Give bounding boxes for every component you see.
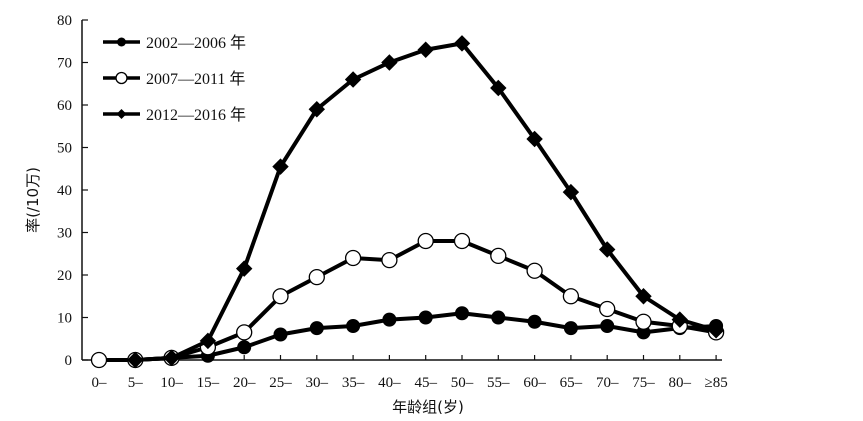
x-tick-label: 30– bbox=[306, 375, 329, 391]
data-point bbox=[526, 130, 543, 148]
x-tick-label: 45– bbox=[414, 375, 437, 391]
data-point bbox=[635, 288, 652, 305]
y-tick-label: 50 bbox=[57, 141, 72, 157]
data-point bbox=[237, 340, 252, 355]
data-point bbox=[381, 251, 398, 269]
data-point bbox=[491, 310, 506, 325]
data-point bbox=[236, 324, 253, 341]
data-point bbox=[562, 183, 580, 201]
legend-label: 2002—2006 年 bbox=[146, 34, 246, 52]
data-point bbox=[308, 101, 326, 118]
legend-label: 2012—2016 年 bbox=[146, 106, 246, 124]
data-point bbox=[346, 319, 361, 333]
data-point bbox=[671, 311, 689, 328]
y-tick-label: 60 bbox=[57, 98, 72, 114]
x-tick-label: 75– bbox=[632, 375, 655, 391]
data-point bbox=[490, 247, 507, 265]
x-tick-label: 40– bbox=[378, 375, 401, 391]
data-point bbox=[490, 79, 507, 97]
y-tick-label: 40 bbox=[57, 183, 72, 199]
x-tick-label: 50– bbox=[451, 375, 474, 391]
x-tick-label: 15– bbox=[197, 375, 220, 391]
series-line bbox=[99, 239, 717, 362]
data-point bbox=[199, 332, 217, 350]
legend-marker bbox=[115, 71, 128, 85]
y-tick-label: 80 bbox=[57, 13, 72, 29]
legend-item-2: 2007—2011 年 bbox=[103, 70, 245, 88]
series-3 bbox=[127, 35, 725, 369]
y-tick-label: 10 bbox=[57, 311, 72, 327]
data-point bbox=[417, 232, 434, 250]
y-tick-label: 20 bbox=[57, 268, 72, 284]
y-tick-label: 0 bbox=[65, 353, 73, 369]
x-tick-label: 70– bbox=[596, 375, 619, 391]
data-point bbox=[272, 288, 289, 305]
data-point bbox=[381, 54, 398, 71]
x-tick-label: 65– bbox=[560, 375, 583, 391]
data-point bbox=[707, 322, 725, 339]
data-point bbox=[163, 349, 180, 367]
data-point bbox=[527, 314, 542, 329]
data-point bbox=[599, 300, 616, 318]
y-axis-title: 率(/10万) bbox=[24, 167, 42, 233]
x-tick-label: 20– bbox=[233, 375, 256, 391]
data-point bbox=[598, 241, 616, 258]
data-point bbox=[235, 260, 253, 277]
x-tick-label: 80– bbox=[669, 375, 692, 391]
x-tick-label: 55– bbox=[487, 375, 510, 391]
data-point bbox=[563, 321, 578, 336]
data-point bbox=[344, 71, 362, 88]
x-tick-label: 10– bbox=[160, 375, 183, 391]
legend-marker bbox=[117, 37, 126, 47]
data-point bbox=[453, 232, 471, 250]
legend-item-1: 2002—2006 年 bbox=[103, 34, 246, 52]
data-point bbox=[600, 319, 615, 333]
legend-marker bbox=[116, 109, 127, 119]
x-tick-label: 0– bbox=[92, 375, 108, 391]
data-point bbox=[418, 310, 433, 325]
x-tick-label: 5– bbox=[128, 375, 144, 391]
x-tick-label: ≥85 bbox=[704, 375, 727, 391]
x-tick-label: 25– bbox=[269, 375, 292, 391]
data-point bbox=[382, 312, 397, 327]
data-point bbox=[526, 262, 543, 279]
data-point bbox=[90, 351, 108, 369]
data-point bbox=[309, 321, 324, 336]
data-point bbox=[308, 268, 325, 286]
data-point bbox=[273, 327, 288, 342]
data-point bbox=[127, 351, 144, 369]
data-point bbox=[453, 35, 471, 52]
x-tick-label: 35– bbox=[342, 375, 365, 391]
data-point bbox=[562, 288, 580, 305]
y-tick-label: 70 bbox=[57, 56, 72, 72]
x-axis-title: 年龄组(岁) bbox=[392, 398, 464, 416]
x-tick-label: 60– bbox=[523, 375, 546, 391]
series-2 bbox=[90, 232, 725, 369]
legend-label: 2007—2011 年 bbox=[146, 70, 245, 88]
data-point bbox=[417, 41, 434, 58]
data-point bbox=[455, 306, 469, 321]
data-point bbox=[344, 249, 362, 267]
y-tick-label: 30 bbox=[57, 226, 72, 242]
legend-item-3: 2012—2016 年 bbox=[103, 106, 246, 124]
data-point bbox=[272, 158, 289, 175]
data-point bbox=[635, 313, 652, 330]
